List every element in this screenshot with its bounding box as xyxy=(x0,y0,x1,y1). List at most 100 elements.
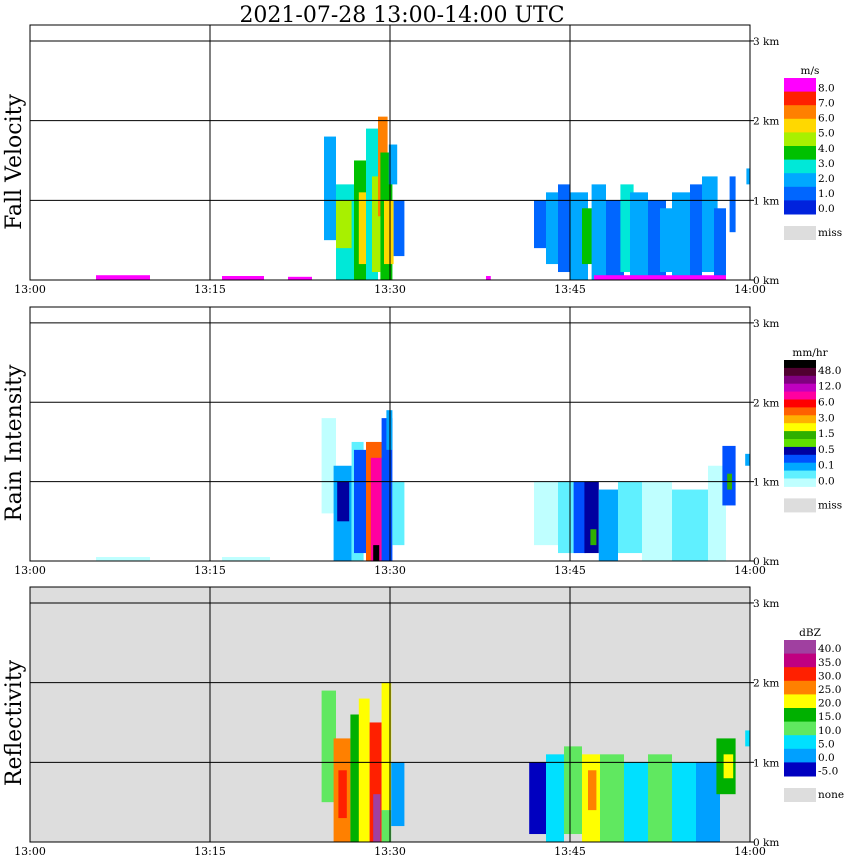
rain-data-cell xyxy=(222,557,270,561)
legend-swatch xyxy=(784,146,816,161)
legend-label: 1.0 xyxy=(818,188,835,200)
refl-data-cell xyxy=(624,762,648,842)
legend-swatch xyxy=(784,470,816,479)
fall-data-cell xyxy=(336,200,352,249)
legend-label: 10.0 xyxy=(818,725,841,737)
y-axis-title: Reflectivity xyxy=(2,659,27,786)
refl-data-cell xyxy=(391,762,405,827)
x-tick-label: 13:00 xyxy=(14,283,46,296)
fall-data-cell xyxy=(729,176,736,233)
legend-label: 30.0 xyxy=(818,670,841,682)
refl-data-cell xyxy=(588,770,597,811)
fall-data-cell xyxy=(384,200,394,265)
refl-data-cell xyxy=(321,690,336,803)
legend-label: 6.0 xyxy=(818,113,835,125)
rain-intensity-panel: 13:00 13:15 13:30 13:45 14:000 km 1 km 2 km 3 k… xyxy=(2,306,842,577)
legend-label: 0.0 xyxy=(818,752,835,764)
legend-swatch xyxy=(784,446,816,456)
y-tick-label: 2 km xyxy=(753,678,779,690)
legend-swatch xyxy=(784,375,816,385)
legend-swatch xyxy=(784,91,816,106)
legend-swatch xyxy=(784,383,816,393)
legend-swatch xyxy=(784,415,816,424)
legend-label: 3.0 xyxy=(818,412,835,424)
rain-data-cell xyxy=(558,481,576,554)
fall-data-cell xyxy=(288,276,312,280)
legend-swatch xyxy=(784,367,816,377)
y-tick-label: 1 km xyxy=(753,195,779,207)
refl-data-cell xyxy=(529,762,546,835)
refl-data-cell xyxy=(373,794,381,842)
x-tick-label: 13:30 xyxy=(374,283,406,296)
plot-frame xyxy=(29,586,751,843)
legend-label: 5.0 xyxy=(818,738,835,750)
legend-label: 12.0 xyxy=(818,381,841,393)
legend-label: 20.0 xyxy=(818,698,841,710)
fall-data-cell xyxy=(222,276,264,280)
legend-swatch xyxy=(784,173,816,188)
legend-swatch xyxy=(784,694,816,709)
rain-data-cell xyxy=(96,557,150,561)
legend-label: 4.0 xyxy=(818,143,835,155)
refl-data-cell xyxy=(358,698,370,842)
x-tick-label: 13:15 xyxy=(194,283,226,296)
legend-label: 0.1 xyxy=(818,460,835,472)
legend-missing-swatch xyxy=(784,788,816,802)
x-tick-label: 13:00 xyxy=(14,564,46,577)
x-tick-label: 13:00 xyxy=(14,845,46,858)
legend-swatch xyxy=(784,407,816,416)
figure-title: 2021-07-28 13:00-14:00 UTC xyxy=(239,3,564,28)
legend-label: 3.0 xyxy=(818,158,835,170)
rain-data-cell xyxy=(672,489,708,561)
rain-data-cell xyxy=(573,481,586,554)
fall-data-cell xyxy=(534,200,546,249)
legend-swatch xyxy=(784,667,816,682)
legend-unit: mm/hr xyxy=(792,347,828,359)
fall-data-cell xyxy=(591,184,606,280)
y-tick-label: 0 km xyxy=(753,837,779,849)
legend-label: 25.0 xyxy=(818,684,841,696)
legend-swatch xyxy=(784,439,816,448)
y-axis-title: Fall Velocity xyxy=(2,94,27,230)
fall-data-cell xyxy=(582,208,594,265)
legend-swatch xyxy=(784,391,816,400)
rain-data-cell xyxy=(618,481,642,554)
refl-data-cell xyxy=(381,810,392,842)
fall-data-cell xyxy=(714,208,726,280)
fall-data-cell xyxy=(606,200,624,280)
rain-data-cell xyxy=(370,457,382,561)
refl-data-cell xyxy=(546,754,564,842)
legend-label: -5.0 xyxy=(818,766,838,778)
x-tick-label: 13:30 xyxy=(374,845,406,858)
rain-legend: mm/hr 48.0 12.0 6.0 3.0 1.5 0.5 0.1 0.0 miss xyxy=(784,347,842,513)
legend-swatch xyxy=(784,105,816,120)
refl-data-cell xyxy=(696,762,720,842)
rain-data-cell xyxy=(337,481,350,522)
x-tick-label: 13:15 xyxy=(194,564,226,577)
fall-data-cell xyxy=(388,144,398,185)
y-tick-label: 3 km xyxy=(753,318,779,330)
legend-label: 8.0 xyxy=(818,82,835,94)
legend-swatch xyxy=(784,640,816,655)
y-tick-label: 2 km xyxy=(753,397,779,409)
y-tick-label: 0 km xyxy=(753,275,779,287)
y-tick-label: 0 km xyxy=(753,556,779,568)
legend-label: 35.0 xyxy=(818,657,841,669)
legend-missing-swatch xyxy=(784,226,816,240)
rain-data-cell xyxy=(321,418,336,514)
legend-label: 15.0 xyxy=(818,711,841,723)
legend-swatch xyxy=(784,186,816,201)
legend-label: 6.0 xyxy=(818,396,835,408)
rain-data-cell xyxy=(381,418,393,561)
y-tick-label: 1 km xyxy=(753,757,779,769)
legend-unit: dBZ xyxy=(799,627,821,639)
refl-data-cell xyxy=(672,762,696,842)
fall-data-cell xyxy=(558,184,570,273)
legend-label: 2.0 xyxy=(818,173,835,185)
rain-data-cell xyxy=(534,481,558,546)
legend-missing-label: miss xyxy=(818,499,842,511)
legend-swatch xyxy=(784,423,816,432)
legend-swatch xyxy=(784,735,816,750)
x-tick-label: 14:00 xyxy=(734,564,766,577)
legend-swatch xyxy=(784,708,816,723)
